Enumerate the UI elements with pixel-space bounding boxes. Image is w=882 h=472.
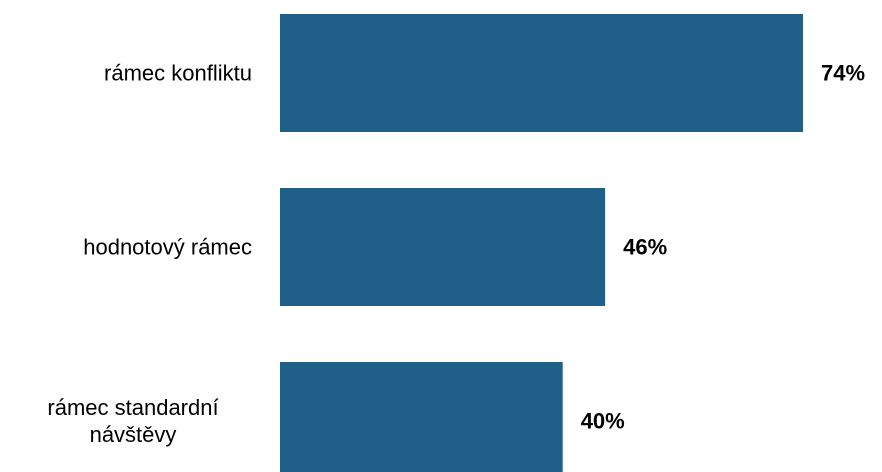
category-labels: rámec konfliktu hodnotový rámec rámec stan… xyxy=(47,61,252,448)
category-label: rámec konfliktu xyxy=(104,61,252,86)
value-label: 46% xyxy=(623,235,667,260)
category-label-line: rámec konfliktu xyxy=(104,61,252,86)
category-label: rámec standardní návštěvy xyxy=(47,395,218,447)
bar-3 xyxy=(280,362,563,472)
bars xyxy=(280,14,803,472)
category-label: hodnotový rámec xyxy=(83,235,252,260)
value-labels: 74% 46% 40% xyxy=(581,61,865,434)
value-label: 74% xyxy=(821,61,865,86)
bar-1 xyxy=(280,14,803,132)
category-label-line: hodnotový rámec xyxy=(83,235,252,260)
category-label-line: návštěvy xyxy=(90,422,177,447)
category-label-line: rámec standardní xyxy=(47,395,218,420)
value-label: 40% xyxy=(581,409,625,434)
bar-2 xyxy=(280,188,606,306)
